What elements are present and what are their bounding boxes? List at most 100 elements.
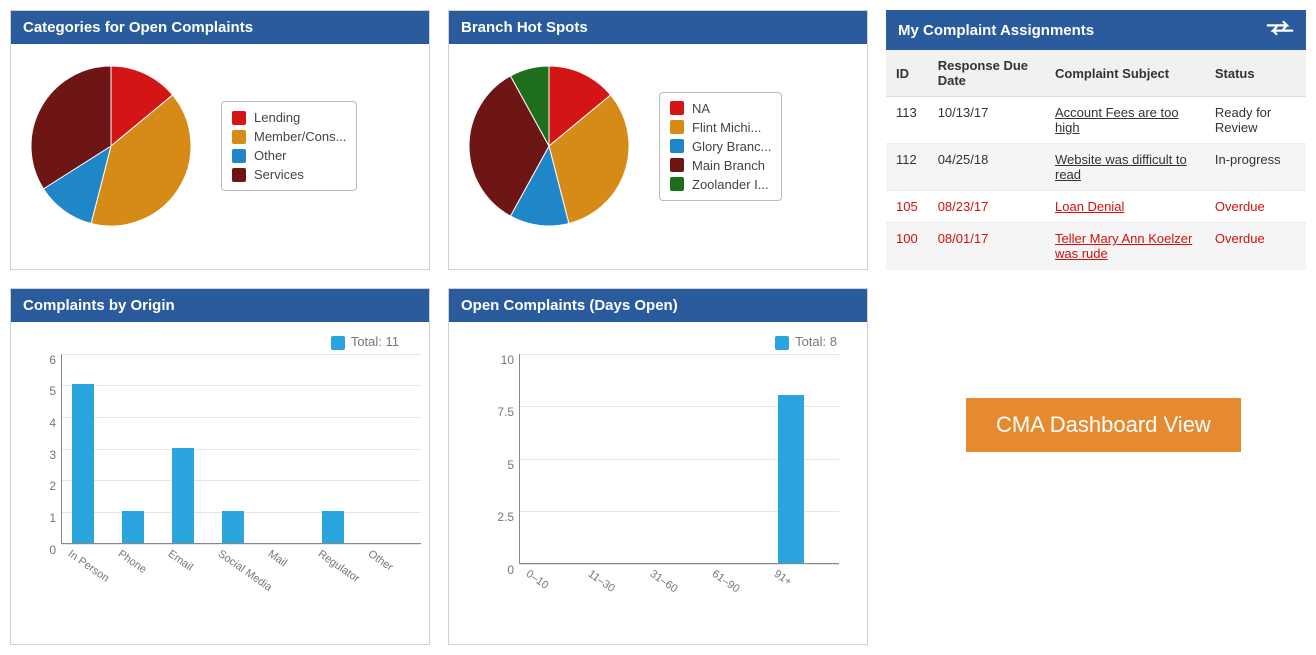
legend-swatch (670, 101, 684, 115)
x-label: Mail (266, 543, 293, 569)
x-label: 31–60 (648, 563, 683, 595)
panel-title: Categories for Open Complaints (23, 19, 253, 36)
panel-title: Complaints by Origin (23, 297, 175, 314)
bar[interactable] (122, 511, 144, 543)
legend-item[interactable]: Glory Branc... (670, 137, 771, 156)
legend-item[interactable]: Lending (232, 108, 346, 127)
y-tick: 10 (501, 353, 520, 367)
x-label: Email (166, 543, 199, 574)
legend-label: Zoolander I... (692, 177, 769, 192)
bar[interactable] (322, 511, 344, 543)
column-header[interactable]: Response Due Date (928, 50, 1045, 97)
legend-label: Member/Cons... (254, 129, 346, 144)
cell-subject: Account Fees are too high (1045, 97, 1205, 144)
bar-chart-origin: 0123456In PersonPhoneEmailSocial MediaMa… (21, 354, 419, 614)
panel-header-assignments: My Complaint Assignments (886, 10, 1306, 50)
legend-swatch (232, 130, 246, 144)
cell-subject: Loan Denial (1045, 191, 1205, 223)
chart-total-origin: Total: 11 (21, 334, 419, 350)
y-tick: 0 (507, 563, 520, 577)
assignments-table: IDResponse Due DateComplaint SubjectStat… (886, 50, 1306, 270)
panel-hotspots: Branch Hot Spots NA Flint Michi... Glory B… (448, 10, 868, 270)
panel-daysopen: Open Complaints (Days Open) Total: 8 0 2.… (448, 288, 868, 645)
complaint-link[interactable]: Teller Mary Ann Koelzer was rude (1055, 231, 1192, 261)
table-row[interactable]: 10008/01/17Teller Mary Ann Koelzer was r… (886, 223, 1306, 270)
cell-due: 04/25/18 (928, 144, 1045, 191)
x-label: 91+ (772, 563, 798, 588)
cell-due: 10/13/17 (928, 97, 1045, 144)
y-tick: 2.5 (497, 510, 520, 524)
panel-header-hotspots: Branch Hot Spots (449, 11, 867, 44)
y-tick: 3 (49, 448, 62, 462)
bar[interactable] (778, 395, 804, 563)
column-header[interactable]: ID (886, 50, 928, 97)
legend-item[interactable]: NA (670, 99, 771, 118)
panel-origin: Complaints by Origin Total: 11 0123456In… (10, 288, 430, 645)
cell-id: 112 (886, 144, 928, 191)
panel-assignments: My Complaint Assignments IDResponse Due … (886, 10, 1306, 270)
x-label: 0–10 (524, 563, 554, 592)
bar[interactable] (72, 384, 94, 542)
complaint-link[interactable]: Account Fees are too high (1055, 105, 1179, 135)
cta-badge: CMA Dashboard View (966, 398, 1241, 452)
cta-region: CMA Dashboard View (886, 288, 1306, 645)
x-label: Phone (116, 543, 152, 576)
panel-title: Open Complaints (Days Open) (461, 297, 678, 314)
column-header[interactable]: Status (1205, 50, 1306, 97)
y-tick: 4 (49, 416, 62, 430)
y-tick: 1 (49, 511, 62, 525)
x-label: Other (366, 543, 399, 574)
panel-title: Branch Hot Spots (461, 19, 588, 36)
bar-chart-daysopen: 0 2.5 5 7.5 10 0–10 11–30 31–60 61–90 91+ (459, 354, 857, 634)
legend-label: Services (254, 167, 304, 182)
cell-subject: Website was difficult to read (1045, 144, 1205, 191)
y-tick: 2 (49, 479, 62, 493)
cell-status: Ready for Review (1205, 97, 1306, 144)
y-tick: 5 (507, 458, 520, 472)
y-tick: 7.5 (497, 405, 520, 419)
legend-label: Main Branch (692, 158, 765, 173)
pie-chart-categories (21, 56, 201, 236)
chart-total-daysopen: Total: 8 (459, 334, 857, 350)
legend-item[interactable]: Member/Cons... (232, 127, 346, 146)
x-label: 11–30 (586, 563, 621, 595)
cell-id: 113 (886, 97, 928, 144)
complaint-link[interactable]: Loan Denial (1055, 199, 1124, 214)
cell-status: In-progress (1205, 144, 1306, 191)
legend-item[interactable]: Services (232, 165, 346, 184)
bar[interactable] (222, 511, 244, 543)
legend-categories: Lending Member/Cons... Other Services (221, 101, 357, 191)
x-label: In Person (66, 543, 115, 585)
y-tick: 5 (49, 384, 62, 398)
x-label: 61–90 (710, 563, 745, 595)
panel-header-origin: Complaints by Origin (11, 289, 429, 322)
table-row[interactable]: 11204/25/18 Website was difficult to read… (886, 144, 1306, 191)
table-row[interactable]: 10508/23/17Loan DenialOverdue (886, 191, 1306, 223)
cell-status: Overdue (1205, 191, 1306, 223)
legend-item[interactable]: Flint Michi... (670, 118, 771, 137)
legend-hotspots: NA Flint Michi... Glory Branc... Main Branc… (659, 92, 782, 201)
swap-icon[interactable] (1266, 18, 1294, 42)
column-header[interactable]: Complaint Subject (1045, 50, 1205, 97)
legend-swatch (670, 158, 684, 172)
panel-categories: Categories for Open Complaints Lending Me… (10, 10, 430, 270)
table-row[interactable]: 11310/13/17 Account Fees are too high Read… (886, 97, 1306, 144)
cell-due: 08/01/17 (928, 223, 1045, 270)
panel-header-daysopen: Open Complaints (Days Open) (449, 289, 867, 322)
legend-item[interactable]: Main Branch (670, 156, 771, 175)
bar[interactable] (172, 448, 194, 543)
legend-swatch (670, 139, 684, 153)
pie-chart-hotspots (459, 56, 639, 236)
legend-label: Other (254, 148, 287, 163)
legend-swatch (232, 168, 246, 182)
complaint-link[interactable]: Website was difficult to read (1055, 152, 1187, 182)
legend-label: Glory Branc... (692, 139, 771, 154)
legend-swatch (232, 149, 246, 163)
legend-item[interactable]: Zoolander I... (670, 175, 771, 194)
x-label: Regulator (316, 543, 365, 585)
legend-label: Flint Michi... (692, 120, 761, 135)
legend-label: NA (692, 101, 710, 116)
legend-swatch (670, 177, 684, 191)
legend-item[interactable]: Other (232, 146, 346, 165)
x-label: Social Media (216, 543, 278, 594)
